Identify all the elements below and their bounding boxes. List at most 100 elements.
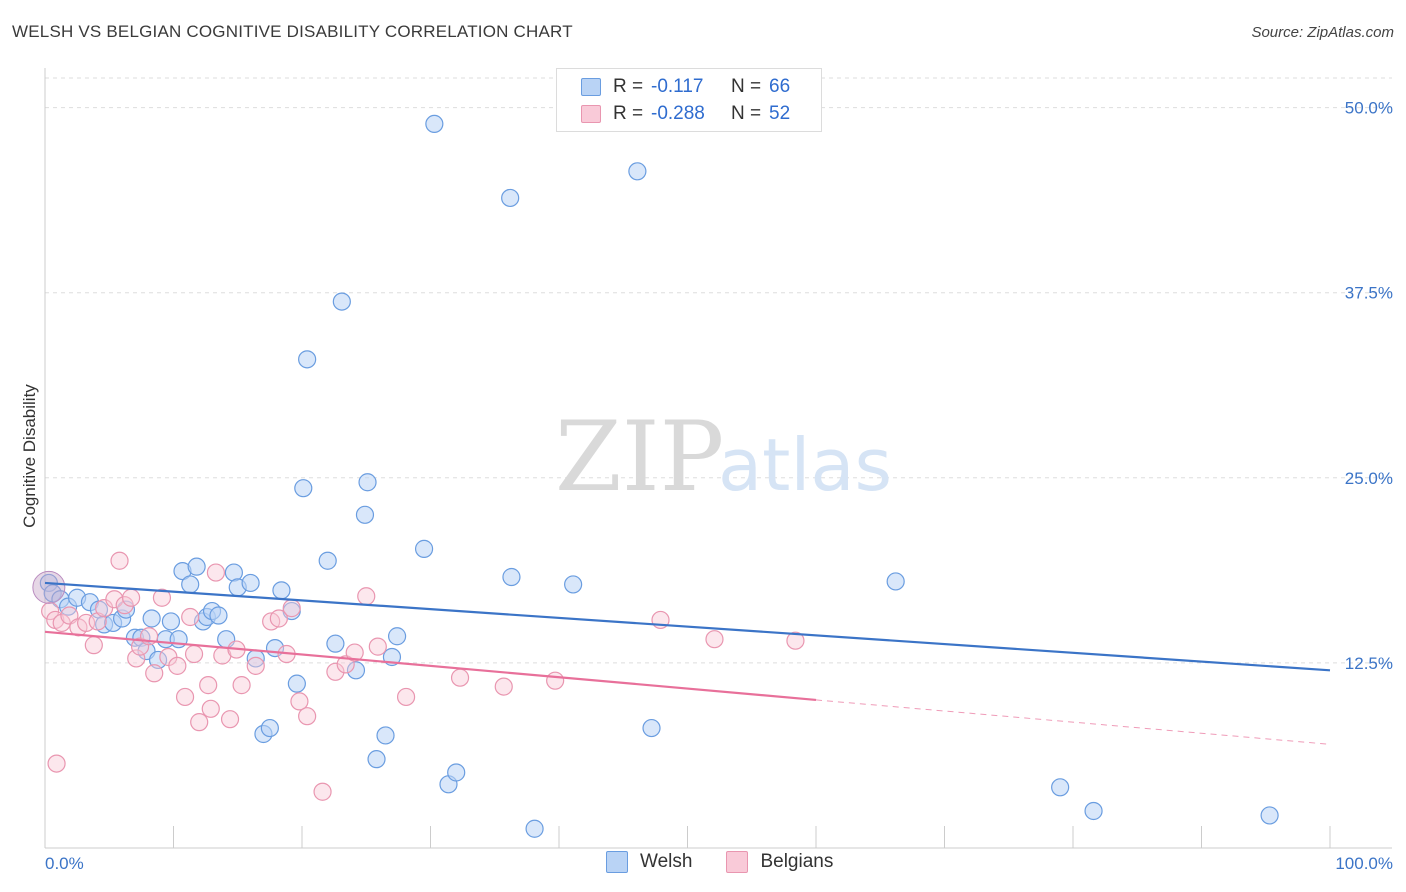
- welsh-point: [187, 557, 206, 576]
- welsh-trend-line: [44, 581, 1331, 672]
- belgians-point: [127, 649, 146, 668]
- x-tick-labels: 0.0% 100.0%: [45, 854, 1393, 873]
- n-value: 52: [769, 103, 791, 124]
- chart-title: WELSH VS BELGIAN COGNITIVE DISABILITY CO…: [12, 22, 573, 41]
- belgians-point: [357, 587, 376, 606]
- belgians-point: [494, 677, 513, 696]
- belgians-point: [84, 636, 103, 655]
- r-label: R =: [613, 103, 644, 124]
- welsh-point: [414, 539, 434, 558]
- y-tick-label: 12.5%: [1345, 654, 1393, 673]
- belgians-point: [175, 687, 195, 707]
- belgians-point: [313, 782, 332, 801]
- series-legend: Welsh Belgians: [606, 851, 867, 873]
- welsh-point: [367, 750, 386, 769]
- welsh-point: [358, 473, 377, 492]
- welsh-point: [886, 572, 905, 591]
- belgians-point: [199, 676, 218, 695]
- belgians-point: [77, 613, 96, 633]
- belgians-point: [546, 671, 565, 690]
- belgians-point: [115, 596, 134, 615]
- welsh-point: [161, 612, 181, 631]
- belgians-point: [121, 588, 141, 607]
- belgians-trend-line: [44, 630, 817, 702]
- watermark-zip: ZIP: [555, 401, 724, 513]
- belgians-point: [52, 613, 71, 633]
- belgians-trend-extension: [815, 699, 1331, 745]
- welsh-legend-swatch: [606, 851, 628, 873]
- belgians-point: [145, 664, 164, 683]
- correlation-legend: R = -0.117 N = 66 R = -0.288 N = 52: [556, 68, 822, 132]
- welsh-point: [1051, 778, 1070, 797]
- belgians-point: [705, 630, 724, 649]
- welsh-point: [209, 606, 228, 625]
- belgians-point: [47, 754, 66, 773]
- belgians-point: [168, 656, 187, 675]
- legend-item-welsh: Welsh: [606, 851, 692, 873]
- welsh-point: [501, 188, 520, 208]
- welsh-point: [355, 505, 375, 524]
- welsh-point: [564, 575, 583, 594]
- welsh-point: [387, 627, 407, 646]
- belgians-point: [290, 692, 309, 711]
- belgians-point: [206, 563, 226, 582]
- welsh-point: [1084, 801, 1103, 821]
- welsh-point: [332, 292, 351, 311]
- welsh-point: [241, 573, 260, 593]
- welsh-point: [425, 114, 444, 134]
- welsh-point: [294, 479, 313, 498]
- belgians-point: [282, 599, 301, 618]
- welsh-point: [376, 726, 395, 745]
- n-value: 66: [769, 76, 791, 97]
- watermark: ZIP atlas: [555, 401, 892, 513]
- welsh-point: [142, 609, 161, 628]
- welsh-point: [224, 563, 243, 582]
- n-label: N =: [731, 76, 762, 97]
- welsh-point: [260, 718, 279, 738]
- belgians-point: [220, 710, 240, 729]
- belgians-point: [298, 707, 317, 726]
- welsh-point: [642, 718, 661, 738]
- axes: [44, 68, 1392, 849]
- welsh-point: [298, 350, 317, 369]
- watermark-atlas: atlas: [718, 423, 892, 507]
- welsh-point: [628, 162, 647, 181]
- legend-item-belgians: Belgians: [726, 851, 833, 873]
- belgians-point: [184, 644, 204, 664]
- belgians-point: [246, 656, 265, 675]
- n-label: N =: [731, 103, 762, 124]
- source-label: Source: ZipAtlas.com: [1251, 24, 1394, 41]
- y-axis-label: Cognitive Disability: [20, 384, 39, 528]
- r-label: R =: [613, 76, 644, 97]
- belgians-point: [368, 637, 387, 656]
- belgians-point: [41, 601, 60, 621]
- welsh-point: [525, 819, 544, 838]
- belgians-legend-label: Belgians: [760, 851, 834, 872]
- belgians-point: [450, 668, 470, 687]
- belgians-point: [190, 713, 209, 732]
- belgians-point: [152, 588, 172, 607]
- overlap-point: [32, 570, 66, 604]
- belgians-point: [181, 607, 200, 627]
- welsh-point: [502, 567, 521, 587]
- x-tick-label: 0.0%: [45, 854, 84, 873]
- y-tick-labels: 12.5% 25.0% 37.5% 50.0%: [1345, 99, 1393, 673]
- welsh-swatch: [581, 78, 601, 96]
- belgians-point: [786, 631, 805, 650]
- welsh-point: [447, 763, 466, 782]
- series-belgians: [32, 551, 805, 801]
- welsh-point: [272, 581, 291, 600]
- welsh-point: [181, 575, 200, 594]
- y-tick-label: 37.5%: [1345, 284, 1393, 303]
- belgians-point: [269, 609, 288, 628]
- welsh-point: [346, 661, 366, 680]
- belgians-point: [345, 643, 364, 662]
- x-tick-label: 100.0%: [1335, 854, 1393, 873]
- legend-row-welsh: R = -0.117 N = 66: [581, 74, 790, 100]
- welsh-point: [1260, 806, 1279, 825]
- welsh-point: [318, 551, 337, 570]
- r-value: -0.288: [651, 103, 705, 124]
- belgians-point: [110, 551, 129, 570]
- welsh-legend-label: Welsh: [640, 851, 693, 872]
